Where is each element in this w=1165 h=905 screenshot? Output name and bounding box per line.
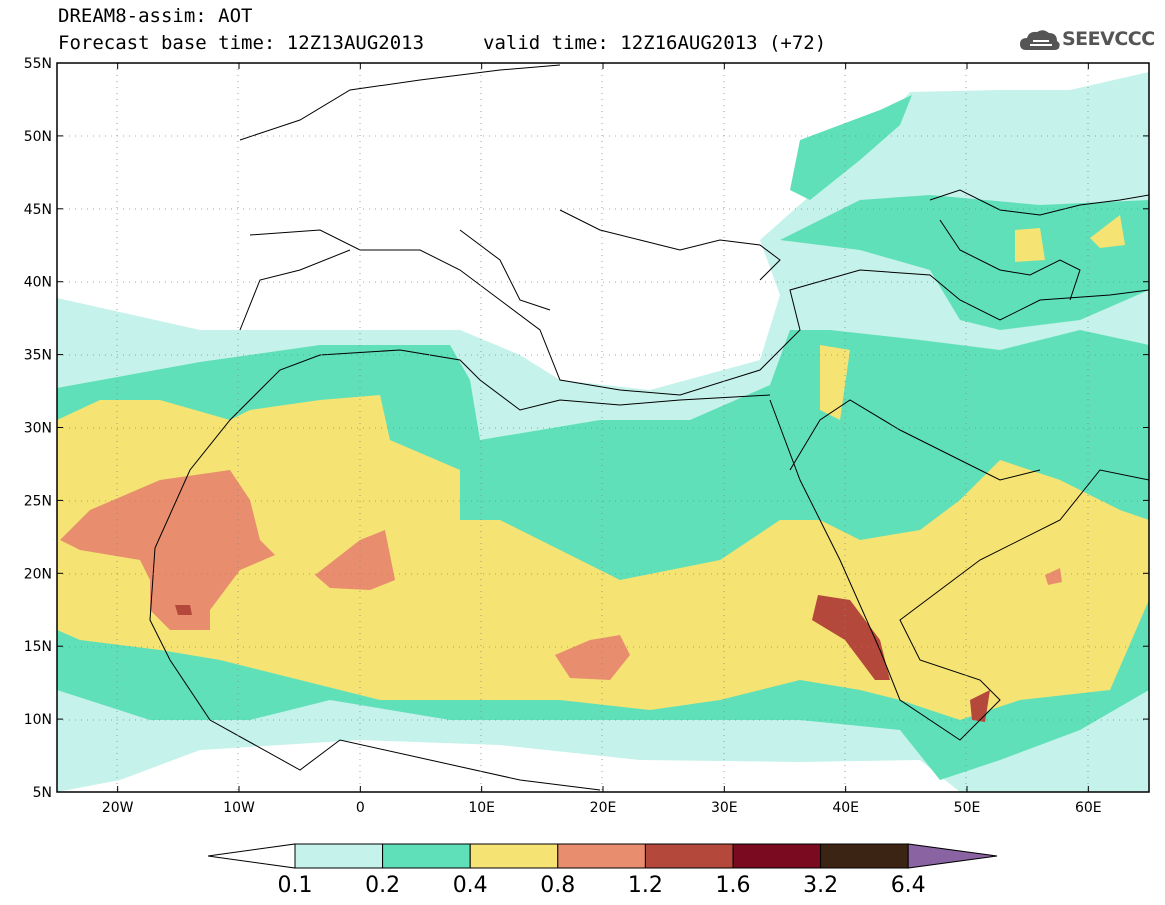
aot-contour-1.2 xyxy=(812,595,890,680)
base-time: Forecast base time: 12Z13AUG2013 xyxy=(58,32,425,54)
lon-label: 10W xyxy=(223,800,255,816)
aot-contour-0.8 xyxy=(60,470,275,630)
lon-label: 30E xyxy=(711,800,738,816)
lat-label: 20N xyxy=(24,566,52,582)
lat-label: 30N xyxy=(24,421,52,437)
lat-label: 40N xyxy=(24,275,52,291)
lat-label: 35N xyxy=(24,348,52,364)
lat-label: 55N xyxy=(24,56,52,72)
lon-label: 20E xyxy=(590,800,617,816)
lon-label: 60E xyxy=(1075,800,1102,816)
lon-label: 10E xyxy=(468,800,495,816)
graticule xyxy=(57,63,1149,792)
valid-time: valid time: 12Z16AUG2013 (+72) xyxy=(483,32,827,54)
lon-label: 0 xyxy=(356,800,365,816)
logo-text: SEEVCCC xyxy=(1062,28,1155,50)
lat-label: 25N xyxy=(24,493,52,509)
lon-label: 40E xyxy=(832,800,859,816)
forecast-times: Forecast base time: 12Z13AUG2013 valid ti… xyxy=(58,32,826,54)
lat-label: 10N xyxy=(24,712,52,728)
lat-label: 45N xyxy=(24,202,52,218)
lat-label: 50N xyxy=(24,129,52,145)
aot-field xyxy=(57,63,1149,792)
lat-label: 5N xyxy=(33,785,52,801)
lon-label: 20W xyxy=(102,800,134,816)
coastlines xyxy=(149,64,1149,791)
chart-title: DREAM8-assim: AOT xyxy=(58,5,253,27)
lon-label: 50E xyxy=(954,800,981,816)
cloud-icon xyxy=(1020,30,1060,50)
lat-label: 15N xyxy=(24,639,52,655)
